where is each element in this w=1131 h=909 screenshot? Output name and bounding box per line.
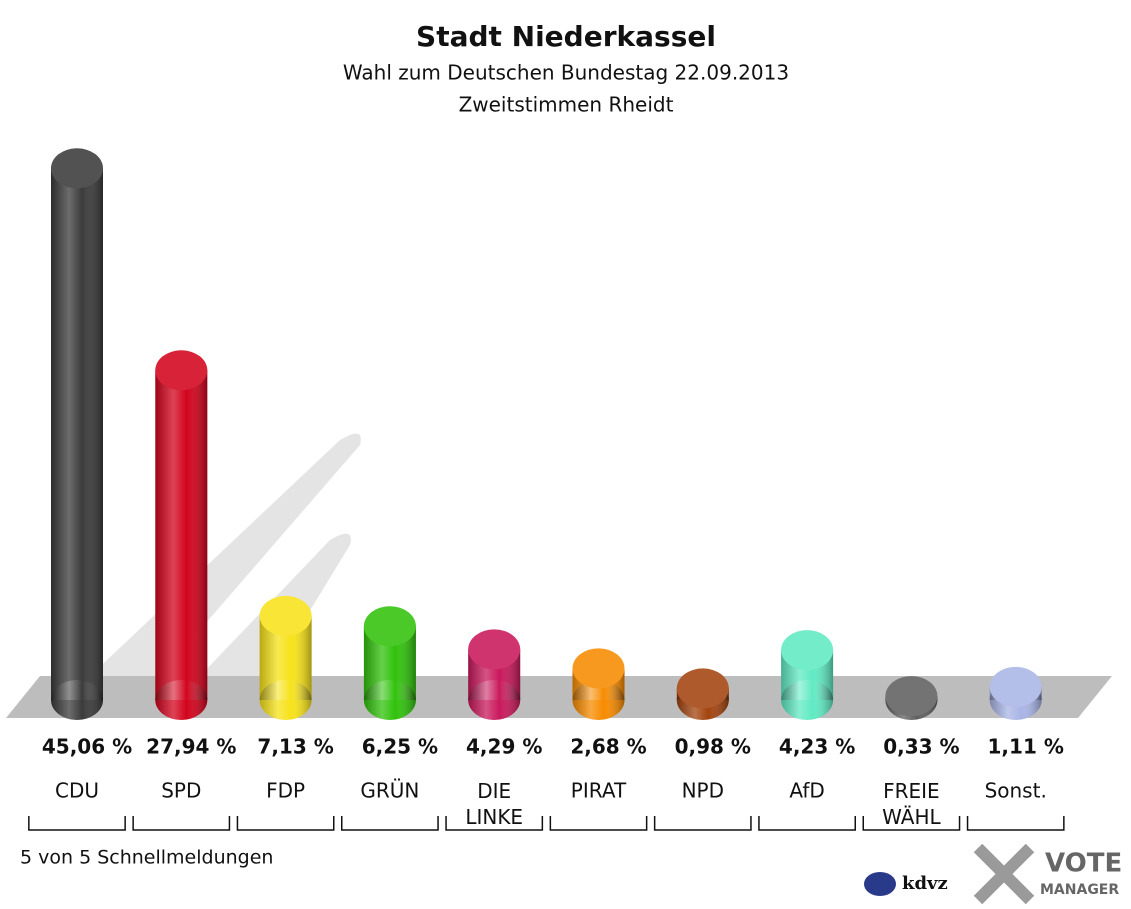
bar-cap (676, 668, 729, 709)
x-tick-label: AfD (789, 779, 824, 803)
x-tick-label: SPD (161, 779, 201, 803)
label-line: FREIE (883, 779, 940, 803)
bracket (445, 816, 544, 831)
x-tick-label: PIRAT (571, 779, 627, 803)
bar-cap-shade (885, 676, 938, 717)
bar-cap-shade (468, 629, 521, 670)
bar-cap-shade (259, 595, 312, 636)
bar-cap (885, 676, 938, 717)
bar-cap-shade (51, 148, 103, 189)
x-tick-label: DIE LINKE (465, 779, 523, 829)
bar-cap-shade (572, 648, 625, 689)
x-tick-label: Sonst. (985, 779, 1047, 803)
value-label: 6,25 % (362, 735, 438, 759)
bar-cap (51, 148, 103, 189)
value-label: 45,06 % (42, 735, 132, 759)
bracket (549, 816, 648, 831)
bar-shade (155, 370, 208, 700)
bracket (966, 816, 1065, 831)
subtitle: Zweitstimmen Rheidt (459, 93, 674, 117)
chart-title: Stadt Niederkassel (416, 20, 716, 53)
bar-cap-shade (155, 350, 208, 391)
value-label: 0,33 % (883, 735, 959, 759)
bracket (132, 816, 231, 831)
value-label: 4,23 % (779, 735, 855, 759)
value-label: 7,13 % (257, 735, 333, 759)
bar-cap-shade (676, 668, 729, 709)
bar-cap (363, 606, 416, 647)
value-label: 2,68 % (570, 735, 646, 759)
bar-cap (781, 630, 834, 671)
bar-cap (989, 666, 1042, 707)
bracket (862, 816, 961, 831)
bracket (758, 816, 856, 831)
bar-cap (572, 648, 625, 689)
logo-icon (973, 843, 1035, 905)
bar-cap-shade (363, 606, 416, 647)
x-tick-label: FREIE WÄHL (882, 779, 941, 829)
logo: kdvz (902, 873, 948, 894)
value-label: 0,98 % (675, 735, 751, 759)
bar-cap (468, 629, 521, 670)
subtitle: Wahl zum Deutschen Bundestag 22.09.2013 (343, 61, 789, 85)
label-line: DIE (477, 779, 511, 803)
bar-cap-shade (781, 630, 834, 671)
bar-cap (259, 595, 312, 636)
footer: 5 von 5 Schnellmeldungen (20, 847, 273, 869)
x-tick-label: NPD (682, 779, 724, 803)
bar-cap-shade (989, 666, 1042, 707)
bar-cap (155, 350, 208, 391)
logo-icon (864, 872, 896, 896)
value-label: 4,29 % (466, 735, 542, 759)
bracket (28, 816, 126, 831)
value-label: 27,94 % (146, 735, 236, 759)
logo: VOTE (1045, 849, 1122, 879)
label-line: WÄHL (882, 805, 941, 829)
label-line: LINKE (465, 805, 523, 829)
bracket (236, 816, 335, 831)
x-tick-label: GRÜN (360, 779, 419, 803)
logo: MANAGER (1040, 882, 1119, 898)
x-tick-label: CDU (55, 779, 99, 803)
value-label: 1,11 % (988, 735, 1064, 759)
x-tick-label: FDP (266, 779, 305, 803)
bracket (341, 816, 439, 831)
bracket (653, 816, 752, 831)
bar-shade (51, 168, 103, 701)
